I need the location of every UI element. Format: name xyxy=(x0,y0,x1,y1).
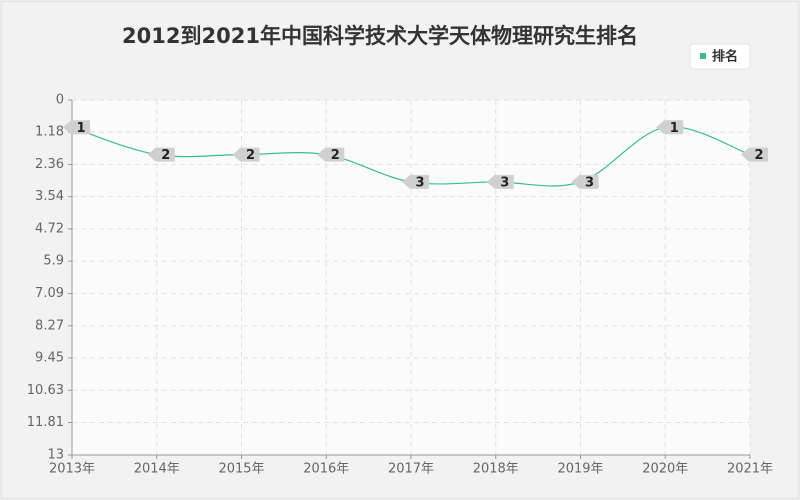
data-label-tag xyxy=(317,147,345,162)
data-label: 2 xyxy=(331,148,340,163)
x-tick-label: 2015年 xyxy=(218,462,264,477)
data-label-tag xyxy=(571,174,599,189)
data-label: 3 xyxy=(585,175,594,190)
x-tick-label: 2016年 xyxy=(303,462,349,477)
x-tick-label: 2019年 xyxy=(557,462,603,477)
x-tick-label: 2017年 xyxy=(388,462,434,477)
y-tick-label: 9.45 xyxy=(35,351,64,366)
legend-box xyxy=(689,43,751,70)
x-tick-label: 2013年 xyxy=(49,462,95,477)
data-label-tag xyxy=(486,174,514,189)
x-tick-label: 2014年 xyxy=(134,462,180,477)
data-label-tag xyxy=(741,147,768,162)
y-tick-label: 10.63 xyxy=(27,383,64,398)
y-tick-label: 2.36 xyxy=(35,157,64,172)
legend-swatch xyxy=(700,53,706,59)
data-label-tag xyxy=(63,120,90,135)
data-label: 1 xyxy=(76,121,85,136)
data-label: 2 xyxy=(754,148,763,163)
data-label-tag xyxy=(656,120,684,135)
data-label-tag xyxy=(402,174,429,189)
data-label-tag xyxy=(232,147,260,162)
y-tick-label: 5.9 xyxy=(43,254,64,269)
y-tick-label: 8.27 xyxy=(35,318,64,333)
data-label: 3 xyxy=(415,175,424,190)
y-tick-label: 0 xyxy=(56,93,64,108)
data-label: 3 xyxy=(500,175,509,190)
x-tick-label: 2021年 xyxy=(727,462,773,477)
y-tick-label: 13 xyxy=(47,448,64,463)
chart-title: 2012到2021年中国科学技术大学天体物理研究生排名 xyxy=(122,24,638,48)
y-tick-label: 7.09 xyxy=(35,286,64,301)
y-tick-label: 11.81 xyxy=(27,415,64,430)
y-tick-label: 4.72 xyxy=(35,221,64,236)
x-tick-label: 2018年 xyxy=(473,462,519,477)
data-label: 1 xyxy=(670,121,679,136)
y-tick-label: 3.54 xyxy=(35,189,64,204)
x-tick-label: 2020年 xyxy=(642,462,688,477)
data-label-tag xyxy=(147,147,175,162)
y-tick-label: 1.18 xyxy=(35,125,64,140)
plot-area xyxy=(72,100,750,455)
legend-label: 排名 xyxy=(712,49,738,65)
data-label: 2 xyxy=(246,148,255,163)
data-label: 2 xyxy=(161,148,170,163)
